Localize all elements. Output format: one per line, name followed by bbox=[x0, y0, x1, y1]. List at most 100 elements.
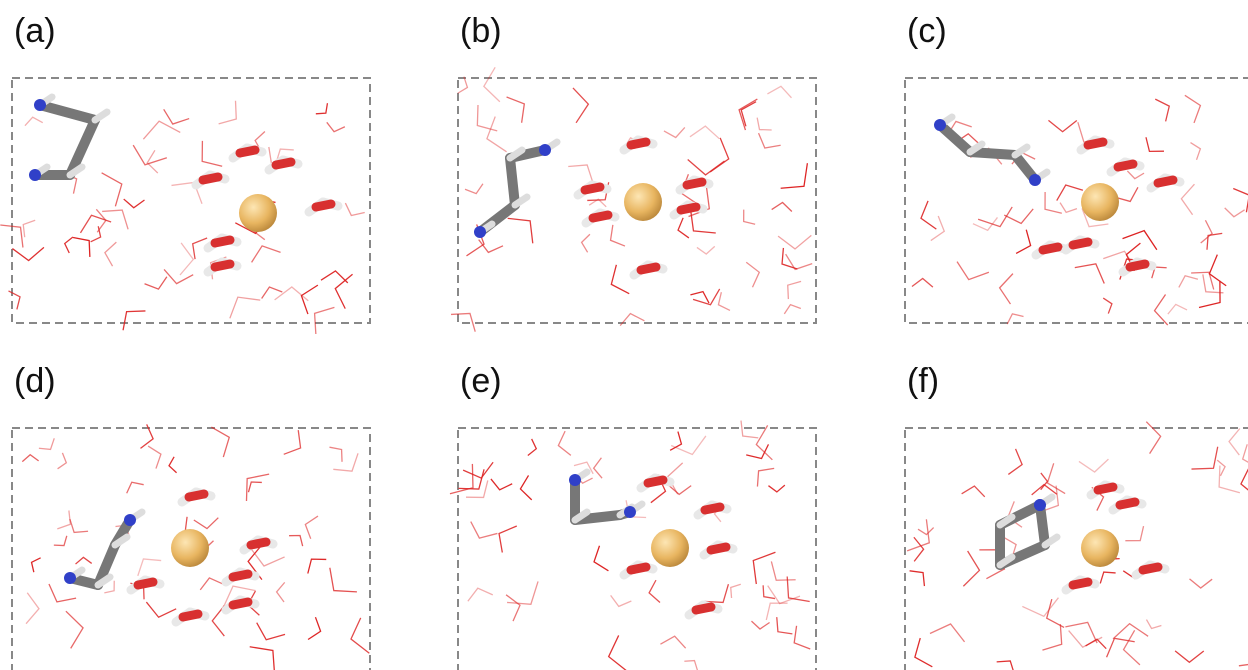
water-line bbox=[1146, 620, 1161, 629]
water-line bbox=[611, 595, 632, 606]
water-line bbox=[1103, 298, 1112, 313]
water-line bbox=[921, 201, 936, 229]
water-line bbox=[611, 225, 625, 246]
water-line bbox=[1004, 209, 1033, 224]
bond bbox=[631, 142, 646, 145]
water-line bbox=[910, 571, 925, 586]
water-line bbox=[997, 661, 1015, 670]
water-line bbox=[918, 528, 934, 535]
bond bbox=[1130, 264, 1145, 267]
bond bbox=[641, 267, 656, 270]
bond bbox=[1118, 164, 1133, 167]
water-line bbox=[96, 209, 106, 232]
water-line bbox=[305, 516, 318, 539]
figure: (a)(b)(c)(d)(e)(f) bbox=[0, 0, 1248, 670]
water-line bbox=[1146, 137, 1164, 151]
water-line bbox=[962, 486, 985, 497]
water-line bbox=[507, 581, 538, 604]
bond bbox=[711, 547, 726, 550]
water-line bbox=[123, 311, 145, 330]
water-line bbox=[777, 617, 793, 634]
panel: (d) bbox=[12, 362, 370, 670]
bond bbox=[1143, 567, 1158, 570]
water-line bbox=[788, 281, 801, 299]
water-line bbox=[757, 468, 774, 486]
water-line bbox=[484, 67, 500, 101]
panel-label: (c) bbox=[907, 12, 947, 50]
water-line bbox=[1079, 459, 1109, 472]
water-line bbox=[219, 101, 237, 124]
water-line bbox=[1008, 449, 1022, 475]
water-line bbox=[710, 138, 729, 172]
water-line bbox=[23, 220, 35, 237]
nitrogen bbox=[569, 474, 581, 486]
water-line bbox=[138, 559, 161, 576]
bond bbox=[681, 207, 696, 210]
water-line bbox=[1217, 460, 1225, 476]
water-line bbox=[32, 558, 41, 572]
bond bbox=[276, 162, 291, 165]
water-line bbox=[301, 285, 317, 314]
bond bbox=[138, 582, 153, 585]
water-line bbox=[594, 458, 602, 478]
water-line bbox=[333, 453, 358, 471]
water-line bbox=[277, 582, 285, 602]
bond bbox=[215, 240, 230, 243]
water-line bbox=[1201, 220, 1212, 243]
panels: (a)(b)(c)(d)(e)(f) bbox=[0, 12, 1248, 670]
water-line bbox=[200, 578, 223, 590]
water-line bbox=[257, 623, 285, 640]
water-line bbox=[316, 103, 328, 114]
panel-label: (e) bbox=[460, 362, 502, 400]
water-line bbox=[660, 636, 685, 648]
water-line bbox=[66, 611, 83, 648]
bond bbox=[705, 507, 720, 510]
water-line bbox=[772, 202, 792, 211]
water-line bbox=[230, 297, 260, 318]
bond bbox=[1158, 180, 1173, 183]
water-line bbox=[289, 536, 303, 547]
water-line bbox=[907, 519, 929, 551]
water-line bbox=[252, 246, 281, 263]
bond bbox=[240, 150, 255, 153]
water-line bbox=[133, 145, 167, 165]
water-line bbox=[782, 248, 797, 269]
water-line bbox=[202, 141, 222, 166]
water-line bbox=[718, 292, 730, 310]
bond bbox=[687, 182, 702, 185]
water-line bbox=[594, 546, 608, 571]
water-line bbox=[327, 122, 345, 131]
water-line bbox=[1191, 447, 1217, 469]
water-line bbox=[741, 421, 758, 438]
water-line bbox=[690, 126, 719, 139]
water-line bbox=[784, 305, 800, 314]
water-line bbox=[1155, 295, 1168, 325]
bond bbox=[1073, 582, 1088, 585]
water-line bbox=[1127, 171, 1144, 179]
bond bbox=[316, 204, 331, 207]
water-line bbox=[1057, 185, 1083, 201]
water-line bbox=[57, 511, 70, 529]
water-line bbox=[573, 88, 588, 123]
water-line bbox=[744, 210, 755, 225]
water-line bbox=[102, 173, 122, 207]
water-line bbox=[458, 469, 484, 489]
water-line bbox=[746, 262, 759, 287]
bond bbox=[970, 152, 1015, 155]
water-line bbox=[1000, 274, 1013, 304]
water-line bbox=[678, 218, 689, 238]
water-line bbox=[65, 237, 73, 253]
water-line bbox=[308, 617, 321, 639]
bond bbox=[95, 112, 107, 120]
water-line bbox=[211, 427, 229, 457]
bond bbox=[251, 542, 266, 545]
bond bbox=[183, 614, 198, 617]
water-line bbox=[58, 453, 67, 469]
water-line bbox=[1181, 184, 1194, 215]
water-line bbox=[611, 265, 629, 294]
panel: (c) bbox=[905, 12, 1248, 325]
water-line bbox=[487, 117, 507, 152]
water-line bbox=[1179, 276, 1198, 288]
water-line bbox=[751, 621, 769, 629]
water-line bbox=[70, 519, 88, 532]
